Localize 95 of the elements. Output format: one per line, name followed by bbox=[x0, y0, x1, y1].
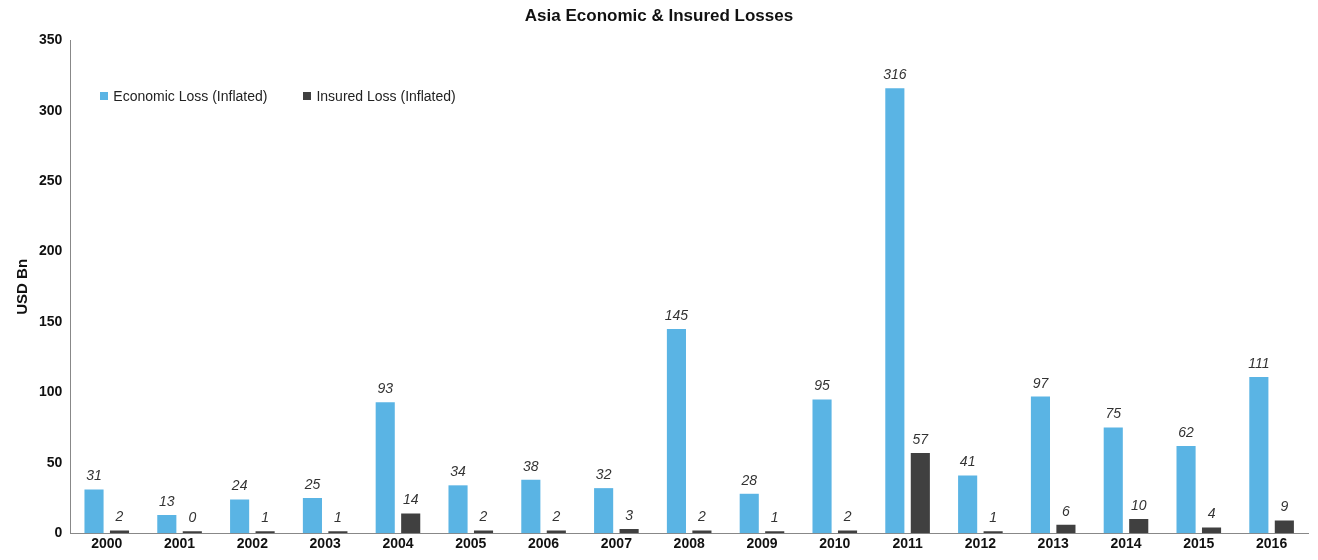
bar bbox=[109, 530, 130, 534]
data-label: 2 bbox=[842, 508, 852, 525]
bar bbox=[812, 399, 832, 534]
x-tick-label: 2002 bbox=[236, 535, 269, 552]
data-label: 32 bbox=[595, 466, 612, 483]
data-label: 316 bbox=[883, 66, 907, 83]
bar bbox=[255, 531, 275, 534]
bar bbox=[958, 475, 978, 534]
legend-label: Insured Loss (Inflated) bbox=[316, 88, 456, 105]
bar bbox=[1030, 396, 1051, 534]
data-label: 28 bbox=[740, 471, 758, 488]
y-tick-label: 0 bbox=[54, 524, 63, 541]
bar bbox=[1103, 427, 1123, 534]
y-tick-label: 300 bbox=[39, 101, 63, 118]
bar bbox=[1274, 520, 1294, 534]
data-label: 3 bbox=[625, 506, 634, 523]
y-tick-label: 350 bbox=[39, 31, 63, 48]
x-tick-label: 2015 bbox=[1183, 535, 1215, 552]
x-tick-label: 2006 bbox=[528, 535, 560, 552]
chart-title: Asia Economic & Insured Losses bbox=[524, 5, 794, 25]
data-label: 4 bbox=[1207, 505, 1216, 522]
y-tick-label: 50 bbox=[46, 453, 63, 470]
data-label: 75 bbox=[1105, 405, 1122, 422]
x-tick-label: 2007 bbox=[600, 535, 633, 552]
data-label: 14 bbox=[402, 491, 419, 508]
data-label: 13 bbox=[159, 492, 175, 509]
data-label: 95 bbox=[814, 377, 831, 394]
data-label: 145 bbox=[664, 306, 689, 323]
bar bbox=[84, 489, 104, 534]
data-label: 93 bbox=[377, 380, 394, 397]
data-label: 0 bbox=[188, 509, 197, 526]
bar bbox=[765, 531, 785, 534]
y-tick-label: 150 bbox=[39, 312, 63, 329]
bar bbox=[739, 493, 759, 534]
data-label: 2 bbox=[478, 508, 488, 525]
data-label: 10 bbox=[1130, 497, 1147, 514]
x-tick-label: 2001 bbox=[163, 535, 196, 552]
legend-label: Economic Loss (Inflated) bbox=[113, 88, 268, 105]
bar bbox=[692, 530, 712, 534]
bar bbox=[619, 528, 639, 534]
x-tick-label: 2008 bbox=[673, 535, 705, 552]
bar bbox=[473, 530, 494, 534]
y-tick-label: 250 bbox=[39, 172, 63, 189]
data-label: 2 bbox=[114, 508, 124, 525]
data-label: 1 bbox=[989, 509, 998, 526]
bar bbox=[910, 452, 930, 534]
data-label: 1 bbox=[334, 509, 342, 526]
data-label: 24 bbox=[230, 477, 248, 494]
data-label: 111 bbox=[1248, 354, 1270, 371]
data-label: 31 bbox=[86, 467, 102, 484]
x-tick-label: 2011 bbox=[892, 535, 923, 552]
data-label: 62 bbox=[1178, 423, 1195, 440]
bar bbox=[521, 479, 541, 534]
x-tick-label: 2000 bbox=[91, 535, 123, 552]
bar bbox=[885, 88, 905, 534]
y-tick-label: 100 bbox=[39, 383, 63, 400]
data-label: 1 bbox=[770, 509, 779, 526]
x-tick-label: 2012 bbox=[964, 535, 997, 552]
data-label: 25 bbox=[303, 475, 321, 492]
bar bbox=[1176, 445, 1196, 534]
data-label: 38 bbox=[523, 457, 539, 474]
bar bbox=[1249, 376, 1269, 534]
bar bbox=[401, 513, 421, 534]
data-label: 34 bbox=[450, 463, 467, 480]
bar bbox=[375, 402, 395, 534]
x-tick-label: 2005 bbox=[455, 535, 487, 552]
y-axis-title: USD Bn bbox=[13, 258, 31, 315]
data-label: 41 bbox=[959, 453, 976, 470]
data-label: 1 bbox=[261, 509, 269, 526]
bar bbox=[666, 329, 686, 534]
bar bbox=[1129, 519, 1149, 534]
bar bbox=[1056, 524, 1076, 534]
bar bbox=[448, 485, 468, 534]
x-tick-label: 2009 bbox=[746, 535, 778, 552]
data-label: 97 bbox=[1032, 374, 1050, 391]
x-tick-label: 2003 bbox=[309, 535, 341, 552]
x-tick-label: 2016 bbox=[1256, 535, 1288, 552]
data-label: 2 bbox=[697, 508, 707, 525]
data-label: 57 bbox=[912, 430, 930, 447]
y-tick-label: 200 bbox=[39, 242, 63, 259]
data-label: 6 bbox=[1062, 502, 1071, 519]
x-tick-label: 2004 bbox=[382, 535, 414, 552]
data-label: 9 bbox=[1280, 498, 1289, 515]
bar bbox=[302, 498, 322, 534]
x-tick-label: 2013 bbox=[1037, 535, 1069, 552]
bar bbox=[983, 531, 1003, 534]
x-tick-label: 2014 bbox=[1110, 535, 1142, 552]
bar bbox=[328, 531, 348, 534]
x-tick-label: 2010 bbox=[819, 535, 851, 552]
bar bbox=[157, 514, 177, 534]
data-label: 2 bbox=[551, 508, 561, 525]
bar bbox=[594, 488, 614, 534]
bar bbox=[837, 530, 858, 534]
bar bbox=[546, 530, 566, 534]
bar bbox=[230, 499, 250, 534]
